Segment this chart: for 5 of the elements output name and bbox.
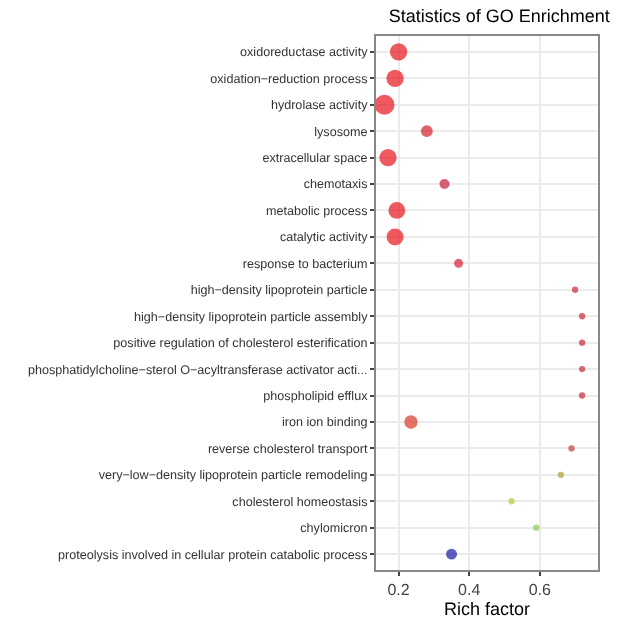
x-tick-label: 0.4 [458,581,482,600]
x-tick-label: 0.2 [387,581,411,600]
x-tick-label: 0.6 [528,581,552,600]
chart-title: Statistics of GO Enrichment [388,6,611,27]
x-axis-title: Rich factor [443,599,531,620]
